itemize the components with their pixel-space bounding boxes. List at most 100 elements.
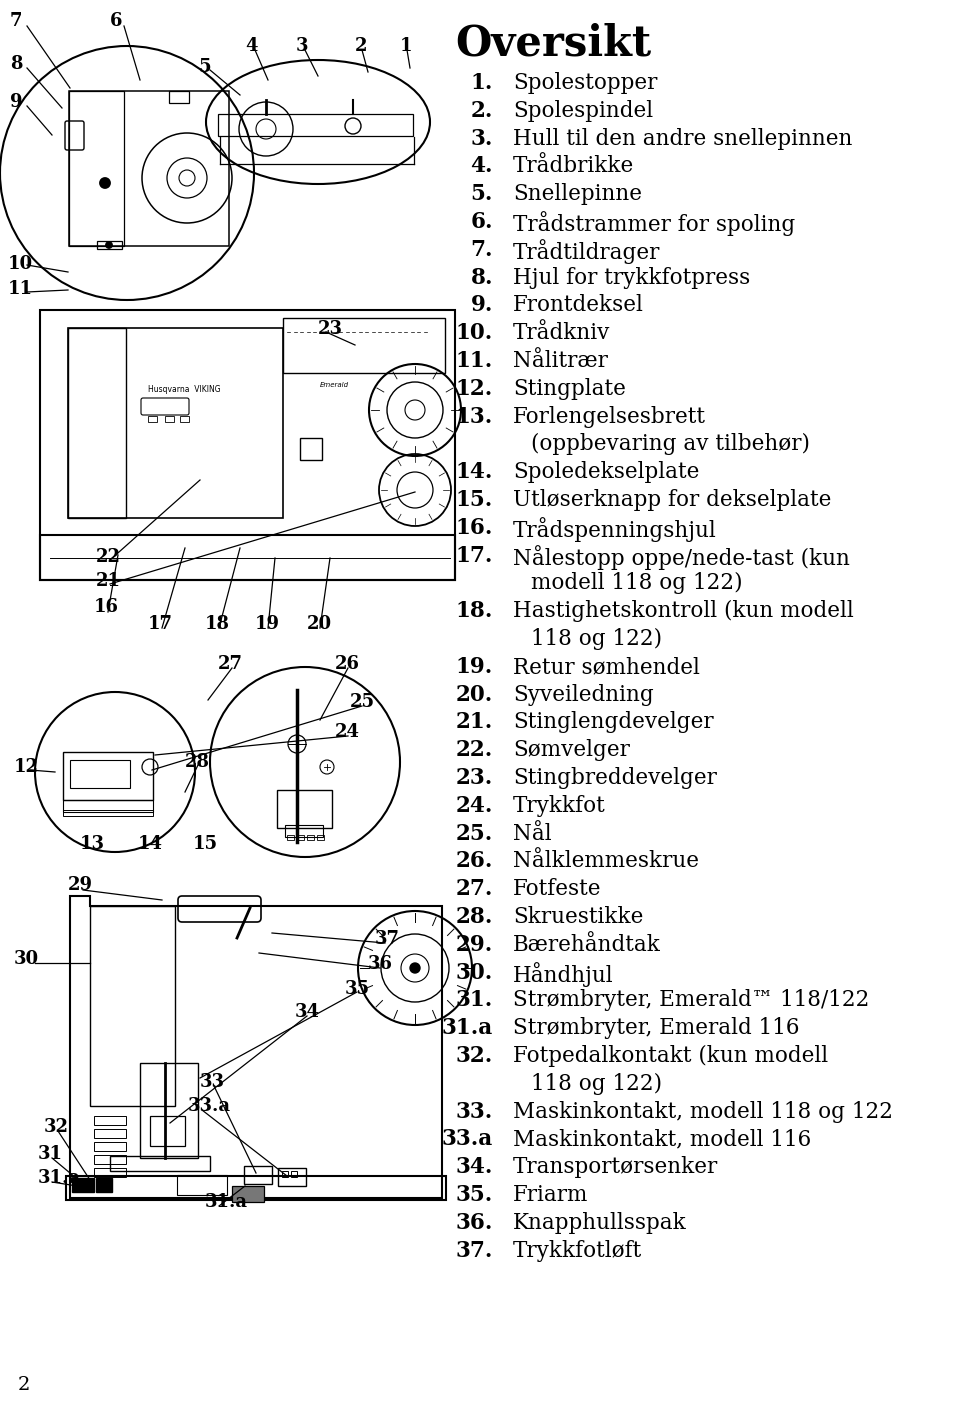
Bar <box>69 91 124 246</box>
Text: Fotpedalkontakt (kun modell: Fotpedalkontakt (kun modell <box>513 1045 828 1067</box>
Text: 19.: 19. <box>456 655 493 678</box>
Text: 15.: 15. <box>456 489 493 510</box>
Text: Nålklemmeskrue: Nålklemmeskrue <box>513 851 699 872</box>
Text: 36.: 36. <box>456 1212 493 1234</box>
Text: 17: 17 <box>148 614 173 633</box>
Bar <box>148 416 157 422</box>
Text: Hjul for trykkfotpress: Hjul for trykkfotpress <box>513 267 751 288</box>
Text: 16.: 16. <box>456 517 493 538</box>
Bar <box>278 1168 306 1187</box>
Text: 31: 31 <box>38 1144 63 1163</box>
Bar <box>277 790 332 828</box>
Bar <box>94 1168 126 1177</box>
Text: 26.: 26. <box>456 851 493 872</box>
Text: 5: 5 <box>198 58 210 76</box>
Text: 34: 34 <box>295 1002 320 1021</box>
Text: 7.: 7. <box>470 239 493 260</box>
Bar <box>244 1166 272 1184</box>
Text: 10: 10 <box>8 254 34 273</box>
Text: 31.: 31. <box>456 990 493 1011</box>
Text: 27.: 27. <box>456 879 493 900</box>
Text: 11.: 11. <box>456 350 493 373</box>
Text: Sømvelger: Sømvelger <box>513 740 630 761</box>
Bar <box>63 752 153 800</box>
Text: 3.: 3. <box>470 128 493 149</box>
Bar <box>94 1116 126 1125</box>
Text: 6.: 6. <box>470 211 493 233</box>
Text: Forlengelsesbrett: Forlengelsesbrett <box>513 405 706 427</box>
Text: Strømbryter, Emerald™ 118/122: Strømbryter, Emerald™ 118/122 <box>513 990 870 1011</box>
Text: Frontdeksel: Frontdeksel <box>513 294 644 316</box>
Bar <box>68 328 283 517</box>
Text: Maskinkontakt, modell 118 og 122: Maskinkontakt, modell 118 og 122 <box>513 1101 893 1122</box>
Text: 22: 22 <box>96 548 121 567</box>
Text: Retur sømhendel: Retur sømhendel <box>513 655 700 678</box>
Circle shape <box>106 242 112 247</box>
Text: 4.: 4. <box>470 156 493 177</box>
Bar <box>94 1129 126 1137</box>
Text: Hastighetskontroll (kun modell: Hastighetskontroll (kun modell <box>513 600 853 623</box>
Bar <box>285 825 323 837</box>
Text: Fotfeste: Fotfeste <box>513 879 602 900</box>
Text: Spolespindel: Spolespindel <box>513 100 653 122</box>
Bar <box>96 1178 112 1192</box>
Text: Bærehåndtak: Bærehåndtak <box>513 934 660 956</box>
Text: 19: 19 <box>255 614 280 633</box>
Text: Skruestikke: Skruestikke <box>513 905 643 928</box>
Text: 16: 16 <box>94 598 119 616</box>
Bar <box>232 1187 264 1202</box>
Text: 23.: 23. <box>456 768 493 789</box>
Text: 37.: 37. <box>456 1240 493 1261</box>
Text: Håndhjul: Håndhjul <box>513 962 613 987</box>
Text: Stinglengdevelger: Stinglengdevelger <box>513 711 713 734</box>
Polygon shape <box>70 896 442 1198</box>
Text: 25: 25 <box>350 693 375 711</box>
Text: 22.: 22. <box>456 740 493 761</box>
Bar <box>150 1116 185 1146</box>
Bar <box>70 761 130 787</box>
Text: 20: 20 <box>307 614 332 633</box>
Text: 33.a: 33.a <box>188 1097 231 1115</box>
Bar <box>94 1142 126 1152</box>
Text: 24: 24 <box>335 723 360 741</box>
Text: Trådkniv: Trådkniv <box>513 322 611 344</box>
Text: 35.: 35. <box>456 1184 493 1206</box>
Text: Trykkfotløft: Trykkfotløft <box>513 1240 642 1261</box>
Text: 33: 33 <box>200 1073 225 1091</box>
Text: 29.: 29. <box>456 934 493 956</box>
Bar <box>110 1156 210 1171</box>
Text: 18.: 18. <box>456 600 493 623</box>
Text: 28: 28 <box>185 754 210 770</box>
Text: 13.: 13. <box>456 405 493 427</box>
Bar <box>68 328 126 517</box>
Text: 118 og 122): 118 og 122) <box>531 628 662 650</box>
Text: 2: 2 <box>18 1376 31 1393</box>
Bar <box>40 536 455 581</box>
Text: Trådstrammer for spoling: Trådstrammer for spoling <box>513 211 795 236</box>
Text: Strømbryter, Emerald 116: Strømbryter, Emerald 116 <box>513 1017 800 1039</box>
Text: 31.a: 31.a <box>442 1017 493 1039</box>
Text: 32.: 32. <box>456 1045 493 1067</box>
Text: Snellepinne: Snellepinne <box>513 183 642 205</box>
Text: 23: 23 <box>318 321 343 337</box>
Text: Utløserknapp for dekselplate: Utløserknapp for dekselplate <box>513 489 831 510</box>
Text: 20.: 20. <box>456 683 493 706</box>
Text: Spoledekselplate: Spoledekselplate <box>513 461 700 484</box>
Text: 12.: 12. <box>456 378 493 399</box>
Bar <box>63 800 153 813</box>
Text: 6: 6 <box>110 13 123 30</box>
Text: 36: 36 <box>368 955 393 973</box>
Bar <box>169 91 189 103</box>
Bar <box>94 1154 126 1164</box>
Text: 13: 13 <box>80 835 105 853</box>
Text: 26: 26 <box>335 655 360 673</box>
Text: 12: 12 <box>14 758 39 776</box>
Bar <box>287 835 294 839</box>
Text: Knapphullsspak: Knapphullsspak <box>513 1212 686 1234</box>
Text: 29: 29 <box>68 876 93 894</box>
Text: 1: 1 <box>400 37 413 55</box>
Text: 5.: 5. <box>470 183 493 205</box>
Text: Trykkfot: Trykkfot <box>513 794 606 817</box>
Text: 9.: 9. <box>470 294 493 316</box>
Text: 24.: 24. <box>456 794 493 817</box>
